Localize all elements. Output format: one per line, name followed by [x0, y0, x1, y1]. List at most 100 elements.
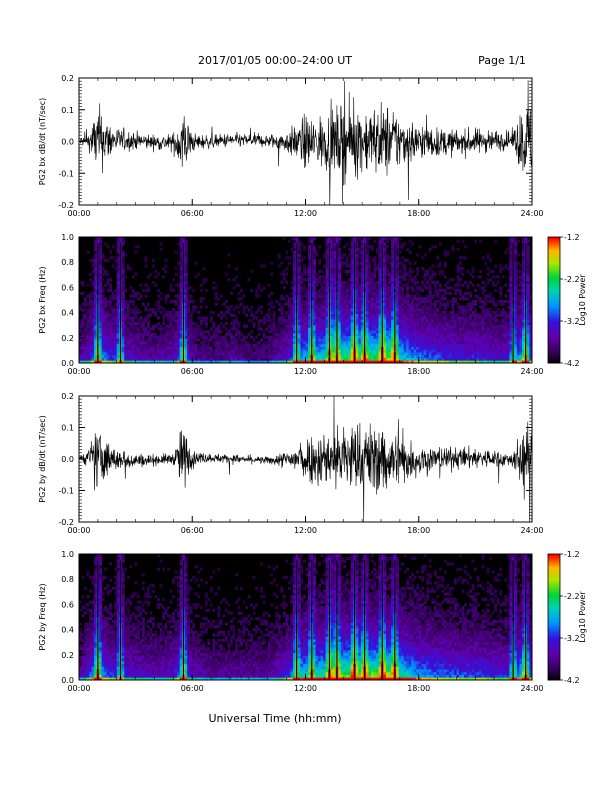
spectrogram-cell	[340, 343, 344, 347]
spectrogram-cell	[481, 352, 485, 356]
spectrogram-cell	[134, 250, 138, 254]
spectrogram-cell	[484, 357, 488, 361]
spectrogram-cell	[79, 338, 82, 342]
spectrogram-cell	[479, 330, 483, 334]
spectrogram-cell	[373, 313, 377, 317]
spectrogram-cell	[106, 313, 110, 317]
spectrogram-cell	[164, 343, 168, 347]
spectrogram-cell	[199, 341, 203, 345]
spectrogram-cell	[436, 256, 440, 260]
spectrogram-cell	[217, 335, 221, 339]
spectrogram-cell	[378, 280, 382, 284]
spectrogram-cell	[272, 357, 276, 361]
spectrogram-cell	[375, 319, 379, 323]
spectrogram-cell	[418, 352, 422, 356]
spectrogram-cell	[456, 349, 460, 353]
spectrogram-cell	[408, 357, 412, 361]
spectrogram-cell	[129, 267, 133, 271]
spectrogram-cell	[431, 330, 435, 334]
spectrogram-cell	[386, 313, 389, 317]
spectrogram-cell	[260, 310, 264, 315]
spectrogram-cell	[285, 319, 289, 323]
spectrogram-cell	[194, 275, 198, 279]
spectrogram-cell	[391, 330, 394, 334]
spectrogram-cell	[189, 321, 193, 326]
spectrogram-cell	[413, 324, 417, 328]
spectrogram-cell	[174, 352, 178, 356]
spectrogram-cell	[436, 335, 440, 339]
spectrogram-cell	[245, 349, 249, 353]
spectrogram-cell	[365, 289, 369, 293]
spectrogram-cell	[433, 346, 437, 350]
spectrogram-cell	[227, 357, 231, 361]
spectrogram-cell	[302, 267, 306, 271]
spectrogram-cell	[421, 330, 425, 334]
spectrogram-cell	[333, 352, 337, 356]
spectrogram-cell	[290, 280, 294, 284]
spectrogram-cell	[456, 332, 460, 337]
spectrogram-cell	[431, 313, 435, 317]
spectrogram-cell	[383, 278, 387, 282]
spectrogram-cell	[340, 305, 344, 309]
spectrogram-cell	[413, 357, 417, 361]
spectrogram-cell	[438, 321, 442, 326]
spectrogram-cell	[398, 297, 402, 301]
spectrogram-cell	[340, 324, 344, 328]
spectrogram-cell	[355, 352, 359, 356]
spectrogram-cell	[471, 330, 475, 334]
spectrogram-cell	[375, 313, 379, 317]
spectrogram-cell	[129, 332, 133, 337]
spectrogram-cell	[245, 324, 249, 328]
spectrogram-cell	[451, 300, 455, 304]
spectrogram-cell	[292, 308, 296, 312]
spectrogram-cell	[197, 310, 201, 315]
spectrogram-cell	[300, 360, 304, 364]
spectrogram-cell	[398, 343, 402, 347]
spectrogram-cell	[104, 341, 108, 345]
spectrogram-cell	[240, 357, 243, 361]
spectrogram-cell	[315, 335, 319, 339]
spectrogram-cell	[461, 267, 465, 271]
spectrogram-cell	[398, 341, 402, 345]
spectrogram-cell	[350, 245, 354, 249]
spectrogram-cell	[421, 319, 425, 323]
spectrogram-cell	[348, 354, 352, 358]
spectrogram-cell	[368, 341, 372, 345]
spectrogram-cell	[484, 332, 488, 337]
spectrogram-cell	[106, 258, 110, 263]
spectrogram-cell	[302, 343, 306, 347]
spectrogram-cell	[421, 346, 425, 350]
spectrogram-cell	[456, 247, 460, 252]
spectrogram-cell	[446, 360, 450, 364]
spectrogram-cell	[169, 352, 173, 356]
spectrogram-cell	[300, 313, 304, 317]
spectrogram-cell	[126, 310, 130, 315]
spectrogram-cell	[391, 237, 394, 241]
spectrogram-cell	[411, 286, 415, 290]
spectrogram-cell	[237, 338, 241, 342]
spectrogram-cell	[443, 341, 447, 345]
spectrogram-cell	[373, 341, 377, 345]
spectrogram-cell	[214, 341, 218, 345]
spectrogram-cell	[469, 330, 472, 334]
spectrogram-cell	[270, 327, 274, 331]
spectrogram-cell	[99, 341, 103, 345]
spectrogram-cell	[471, 305, 475, 309]
spectrogram-cell	[189, 330, 193, 334]
spectrogram-cell	[174, 310, 178, 315]
spectrogram-cell	[438, 332, 442, 337]
spectrogram-cell	[232, 360, 236, 364]
spectrogram-cell	[292, 321, 296, 326]
spectrogram-cell	[474, 321, 478, 326]
spectrogram-cell	[491, 332, 495, 337]
spectrogram-cell	[177, 297, 181, 301]
spectrogram-cell	[416, 316, 420, 320]
spectrogram-cell	[209, 316, 213, 320]
spectrogram-cell	[144, 330, 148, 334]
spectrogram-cell	[469, 349, 472, 353]
spectrogram-cell	[129, 286, 133, 290]
spectrogram-cell	[318, 343, 321, 347]
spectrogram-cell	[184, 324, 188, 328]
spectrogram-cell	[499, 264, 503, 268]
spectrogram-cell	[375, 247, 379, 252]
